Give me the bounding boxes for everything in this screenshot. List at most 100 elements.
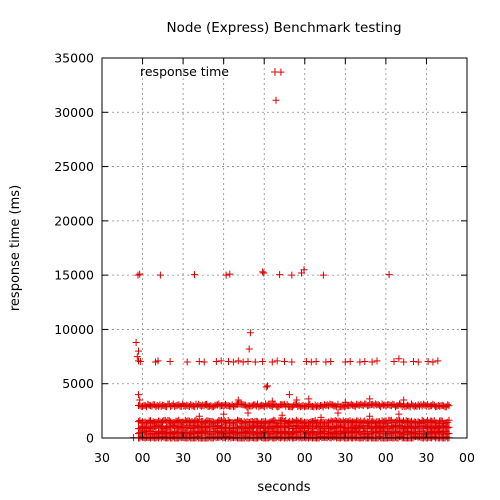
x-tick-label: 30 (94, 450, 110, 465)
data-point (246, 329, 254, 337)
data-point (373, 357, 381, 365)
data-point (400, 358, 408, 366)
data-point (226, 270, 234, 278)
data-point (259, 268, 267, 276)
x-tick-label: 30 (175, 450, 191, 465)
y-tick-label: 0 (86, 431, 94, 446)
data-point (183, 358, 191, 366)
data-point (319, 271, 327, 279)
data-point (293, 396, 301, 404)
data-point (312, 358, 320, 365)
data-point (262, 383, 270, 391)
y-tick-label: 10000 (54, 322, 94, 337)
data-point (229, 358, 237, 366)
data-point (288, 358, 296, 366)
data-point (166, 358, 174, 365)
data-point (278, 411, 286, 419)
data-point (217, 357, 225, 365)
data-point (200, 358, 208, 366)
x-axis-label: seconds (257, 480, 310, 495)
data-point (135, 347, 142, 355)
data-point (390, 358, 398, 365)
data-point (195, 412, 203, 420)
data-point (395, 410, 403, 418)
grid-layer (102, 58, 467, 438)
points-layer (130, 68, 453, 442)
data-point (444, 401, 452, 409)
data-point (445, 423, 453, 431)
data-point (133, 353, 141, 361)
data-point (300, 266, 308, 274)
data-point (327, 358, 335, 365)
data-point (259, 358, 267, 365)
chart-title: Node (Express) Benchmark testing (166, 20, 401, 36)
data-point (154, 357, 162, 365)
data-point (264, 382, 271, 390)
x-axis-ticks: 30 00 30 00 30 00 30 00 30 00 (94, 58, 475, 465)
y-axis-ticks: 0 5000 10000 15000 20000 25000 30000 35000 (54, 51, 467, 446)
y-tick-label: 35000 (54, 51, 94, 66)
data-point (220, 410, 228, 418)
x-tick-label: 00 (378, 450, 394, 465)
y-tick-label: 30000 (54, 105, 94, 120)
data-point (222, 271, 230, 279)
data-point (445, 402, 453, 410)
y-tick-label: 5000 (62, 376, 94, 391)
data-point (368, 358, 376, 366)
x-tick-label: 00 (297, 450, 313, 465)
data-point (135, 391, 142, 399)
x-tick-label: 30 (418, 450, 434, 465)
data-point (429, 358, 437, 366)
data-point (288, 271, 296, 279)
data-point (136, 358, 144, 365)
data-point (134, 271, 142, 279)
data-point (400, 396, 408, 404)
data-point (272, 96, 280, 104)
data-point (156, 271, 164, 279)
y-tick-label: 20000 (54, 213, 94, 228)
data-point (385, 271, 393, 279)
y-tick-label: 25000 (54, 159, 94, 174)
data-point (341, 398, 349, 406)
data-point (245, 345, 253, 353)
data-point (268, 397, 276, 405)
data-point (234, 357, 242, 365)
data-point (366, 412, 374, 420)
data-point (434, 357, 442, 365)
data-point (191, 271, 198, 279)
plot-frame (101, 57, 468, 439)
data-point (285, 391, 293, 399)
x-tick-label: 00 (216, 450, 232, 465)
legend-label: response time (140, 64, 229, 79)
data-point (281, 358, 288, 365)
data-point (366, 395, 374, 403)
data-point (361, 358, 369, 365)
data-point (251, 358, 259, 366)
data-point (346, 358, 354, 365)
data-point (244, 409, 252, 417)
data-point (132, 339, 140, 346)
data-point (203, 400, 211, 408)
legend-marker (271, 68, 279, 76)
data-point (445, 416, 453, 424)
legend: response time (140, 64, 279, 79)
y-tick-label: 15000 (54, 268, 94, 283)
data-point (260, 269, 268, 277)
data-point (305, 395, 313, 403)
data-point (395, 355, 403, 363)
x-tick-label: 30 (337, 450, 353, 465)
y-axis-label: response time (ms) (8, 185, 23, 311)
x-tick-label: 00 (135, 450, 151, 465)
data-point (136, 270, 144, 278)
x-tick-label: 00 (459, 450, 475, 465)
data-point (317, 413, 325, 421)
data-point (212, 358, 220, 365)
data-point (268, 358, 276, 366)
data-point (136, 396, 144, 404)
data-point (273, 357, 281, 365)
data-point (234, 396, 242, 404)
data-point (244, 358, 252, 365)
data-point (414, 358, 422, 366)
